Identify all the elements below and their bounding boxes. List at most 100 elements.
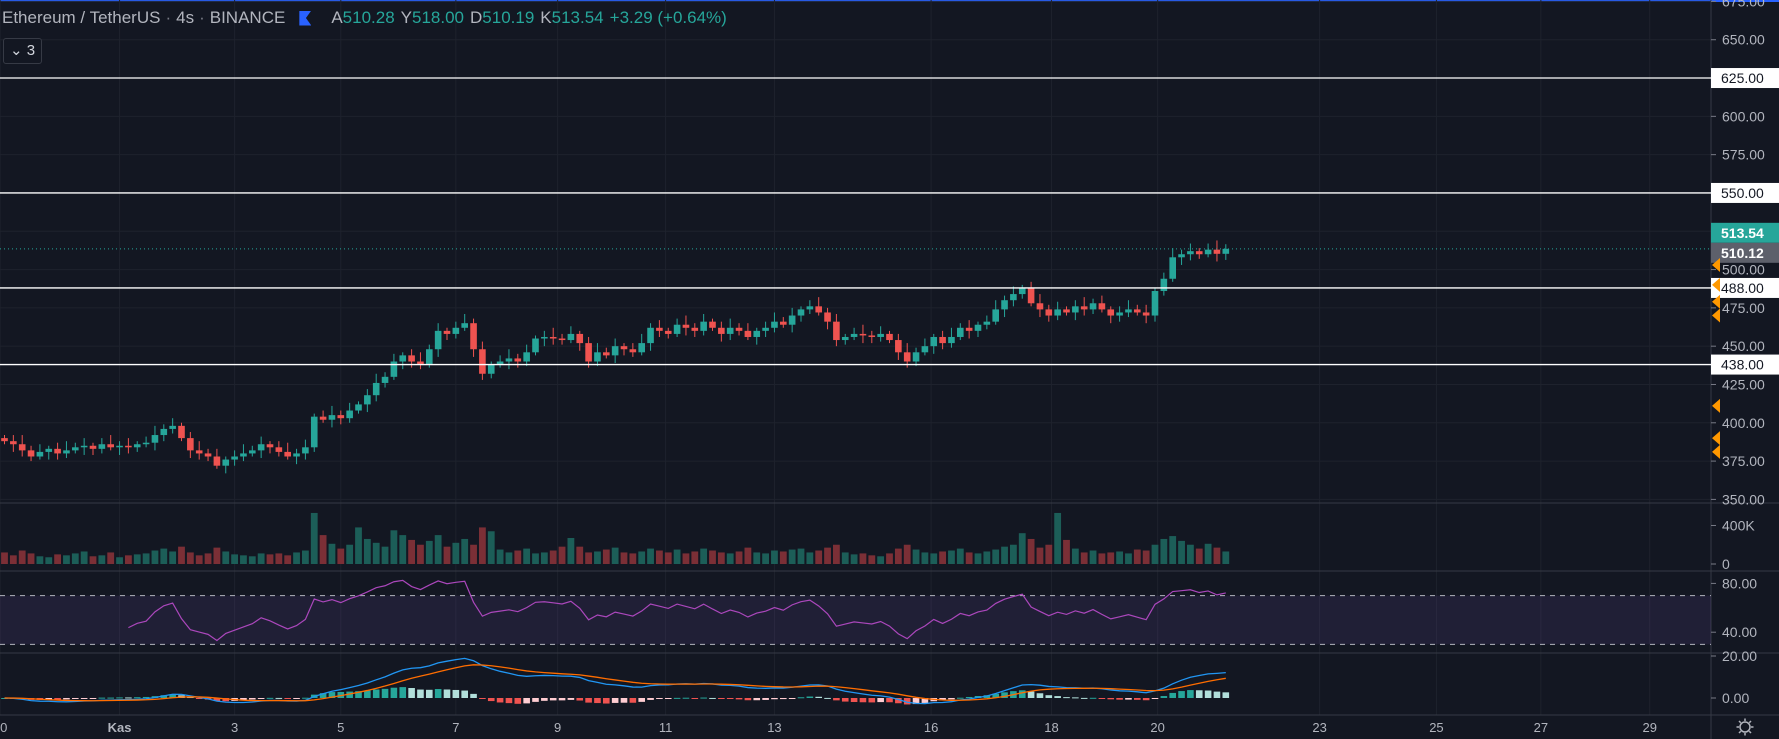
volume-bar: [1010, 544, 1017, 564]
time-axis-label: 25: [1429, 720, 1443, 735]
volume-bar: [1, 552, 8, 564]
macd-histogram-bar: [1080, 697, 1088, 699]
macd-histogram-bar: [718, 698, 725, 699]
candle-up: [930, 336, 938, 347]
macd-histogram-bar: [611, 698, 619, 703]
candle-up: [222, 459, 230, 466]
macd-histogram-bar: [346, 691, 353, 698]
candle-down: [558, 338, 566, 341]
volume-bar: [558, 546, 566, 564]
volume-bar: [647, 548, 654, 564]
volume-bar: [549, 550, 557, 564]
candle-down: [514, 358, 522, 362]
candle-down: [895, 340, 902, 353]
macd-histogram-bar: [753, 698, 761, 701]
candle-down: [1107, 309, 1115, 316]
macd-histogram-bar: [434, 689, 442, 698]
interval-label[interactable]: 4s: [176, 8, 195, 27]
macd-histogram-bar: [1125, 698, 1132, 700]
candle-down: [1036, 303, 1044, 310]
time-axis-label: 13: [767, 720, 781, 735]
candle-up: [302, 447, 309, 454]
candle-down: [275, 447, 283, 452]
time-axis-label: 30: [0, 720, 7, 735]
macd-histogram-bar: [541, 698, 548, 701]
macd-histogram-bar: [682, 697, 690, 699]
macd-histogram-bar: [514, 698, 522, 704]
volume-bar: [1054, 512, 1062, 564]
volume-bar: [930, 553, 938, 564]
time-axis-label: 20: [1150, 720, 1164, 735]
macd-histogram-bar: [487, 698, 495, 702]
volume-bar: [63, 555, 70, 564]
change-value: +3.29 (+0.64%): [609, 8, 727, 27]
macd-histogram-bar: [1142, 698, 1150, 701]
macd-histogram-bar: [125, 697, 132, 699]
macd-histogram-bar: [647, 698, 654, 700]
volume-bar: [797, 548, 805, 564]
candle-down: [656, 327, 663, 331]
candle-down: [824, 312, 831, 322]
volume-bar: [700, 548, 708, 564]
prev-close-label-bg: [1711, 242, 1779, 263]
flag-icon[interactable]: [299, 10, 312, 26]
volume-bar: [125, 555, 132, 564]
candle-up: [753, 330, 761, 337]
candle-up: [850, 333, 858, 337]
alert-marker-icon: [1712, 398, 1720, 413]
candle-up: [116, 445, 123, 448]
macd-histogram-bar: [576, 698, 584, 701]
macd-histogram-bar: [656, 698, 663, 699]
horizontal-line-label-bg: [1711, 182, 1779, 203]
candle-up: [567, 333, 575, 341]
time-axis-label: 29: [1642, 720, 1656, 735]
macd-histogram-bar: [1116, 698, 1123, 700]
volume-bar: [850, 554, 858, 564]
candle-down: [1195, 251, 1203, 255]
candle-down: [735, 327, 743, 331]
candle-up: [1072, 306, 1079, 313]
macd-histogram-bar: [1045, 695, 1053, 698]
macd-histogram-bar: [1178, 691, 1185, 698]
macd-histogram-bar: [638, 698, 645, 702]
candle-up: [1089, 303, 1097, 310]
macd-tick-label: 0.00: [1722, 690, 1749, 706]
volume-bar: [523, 548, 531, 564]
macd-histogram-bar: [726, 698, 734, 699]
candle-up: [1178, 254, 1185, 258]
alert-marker-icon: [1712, 444, 1720, 459]
volume-bar: [1027, 538, 1035, 564]
settings-gear-icon[interactable]: [1739, 721, 1751, 733]
macd-histogram-bar: [620, 698, 628, 703]
candle-down: [868, 335, 876, 337]
volume-bar: [222, 551, 230, 564]
volume-bar: [1204, 543, 1212, 564]
macd-histogram-bar: [1089, 697, 1097, 699]
candle-up: [983, 321, 991, 325]
candle-down: [629, 349, 637, 353]
candle-up: [36, 451, 44, 457]
candle-up: [45, 448, 53, 452]
volume-bar: [381, 546, 389, 564]
macd-histogram-bar: [275, 697, 283, 699]
macd-histogram-bar: [735, 698, 743, 700]
volume-bar: [894, 548, 902, 564]
symbol-name[interactable]: Ethereum / TetherUS: [2, 8, 161, 27]
candle-down: [1098, 303, 1106, 310]
volume-tick-label: 400K: [1722, 517, 1755, 533]
macd-histogram-bar: [390, 687, 398, 698]
volume-bar: [620, 552, 628, 564]
candle-up: [1125, 309, 1132, 313]
volume-bar: [1018, 533, 1026, 564]
macd-histogram-bar: [788, 698, 796, 699]
macd-histogram-bar: [266, 697, 274, 699]
candle-up: [434, 330, 442, 350]
macd-histogram-bar: [505, 698, 513, 704]
time-axis-label: 7: [452, 720, 459, 735]
indicators-toggle-button[interactable]: ⌄ 3: [3, 38, 43, 64]
candle-down: [1134, 309, 1141, 313]
macd-histogram-bar: [806, 696, 814, 698]
macd-histogram-bar: [709, 697, 716, 699]
candle-up: [346, 410, 353, 419]
